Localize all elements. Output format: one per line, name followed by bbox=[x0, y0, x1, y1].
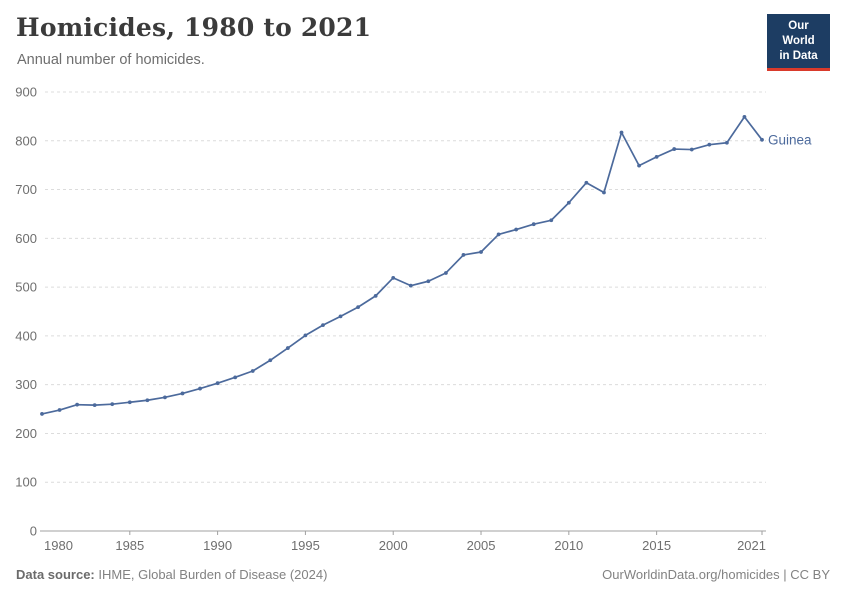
y-tick-label: 800 bbox=[15, 133, 37, 148]
data-point-marker[interactable] bbox=[75, 402, 80, 407]
y-tick-label: 300 bbox=[15, 377, 37, 392]
y-tick-label: 400 bbox=[15, 328, 37, 343]
data-point-marker[interactable] bbox=[285, 346, 290, 350]
data-point-marker[interactable] bbox=[145, 398, 150, 403]
y-tick-label: 0 bbox=[30, 524, 37, 539]
y-tick-label: 200 bbox=[15, 426, 37, 441]
data-point-marker[interactable] bbox=[514, 227, 519, 232]
data-point-marker[interactable] bbox=[566, 200, 571, 205]
data-point-marker[interactable] bbox=[408, 283, 413, 288]
data-point-marker[interactable] bbox=[127, 400, 132, 405]
data-point-marker[interactable] bbox=[321, 323, 325, 328]
x-tick-label: 1980 bbox=[44, 538, 73, 553]
data-point-marker[interactable] bbox=[637, 163, 641, 168]
y-tick-label: 500 bbox=[15, 280, 37, 295]
chart-title: Homicides, 1980 to 2021 bbox=[16, 13, 372, 42]
data-point-marker[interactable] bbox=[689, 147, 694, 152]
owid-logo-line2: in Data bbox=[779, 49, 818, 62]
data-point-marker[interactable] bbox=[496, 232, 501, 237]
owid-logo-line1: Our World bbox=[782, 20, 815, 47]
x-tick-label: 2015 bbox=[642, 538, 671, 553]
data-point-marker[interactable] bbox=[444, 271, 448, 275]
x-tick-label: 2021 bbox=[737, 538, 766, 553]
y-tick-label: 900 bbox=[15, 85, 37, 100]
data-point-marker[interactable] bbox=[57, 408, 62, 412]
data-point-marker[interactable] bbox=[742, 114, 747, 119]
data-point-marker[interactable] bbox=[602, 190, 606, 195]
data-point-marker[interactable] bbox=[373, 293, 378, 298]
data-point-marker[interactable] bbox=[268, 358, 273, 363]
data-source-text: IHME, Global Burden of Disease (2024) bbox=[94, 567, 328, 582]
y-tick-label: 700 bbox=[15, 182, 37, 197]
data-source: Data source: IHME, Global Burden of Dise… bbox=[16, 567, 327, 582]
x-tick-label: 2005 bbox=[467, 538, 496, 553]
x-tick-label: 2000 bbox=[379, 538, 408, 553]
data-point-marker[interactable] bbox=[619, 130, 624, 135]
chart-footer: Data source: IHME, Global Burden of Dise… bbox=[16, 567, 830, 582]
license-credit-link[interactable]: OurWorldinData.org/homicides | CC BY bbox=[602, 567, 830, 582]
data-point-marker[interactable] bbox=[391, 275, 396, 280]
data-point-marker[interactable] bbox=[163, 395, 167, 400]
data-point-marker[interactable] bbox=[180, 391, 185, 396]
data-point-marker[interactable] bbox=[303, 333, 308, 338]
data-point-marker[interactable] bbox=[92, 403, 97, 408]
data-point-marker[interactable] bbox=[707, 142, 712, 147]
data-point-marker[interactable] bbox=[40, 412, 44, 416]
data-point-marker[interactable] bbox=[531, 222, 536, 227]
data-point-marker[interactable] bbox=[760, 137, 764, 142]
data-point-marker[interactable] bbox=[724, 140, 729, 145]
x-tick-label: 1990 bbox=[203, 538, 232, 553]
data-point-marker[interactable] bbox=[338, 314, 343, 319]
data-point-marker[interactable] bbox=[356, 305, 360, 310]
x-tick-label: 2010 bbox=[554, 538, 583, 553]
data-point-marker[interactable] bbox=[584, 180, 589, 185]
data-point-marker[interactable] bbox=[198, 386, 202, 391]
data-point-marker[interactable] bbox=[549, 218, 554, 223]
data-point-marker[interactable] bbox=[250, 369, 255, 373]
series-line[interactable] bbox=[41, 116, 763, 415]
data-point-marker[interactable] bbox=[672, 147, 677, 151]
data-point-marker[interactable] bbox=[479, 250, 483, 254]
data-point-marker[interactable] bbox=[215, 381, 220, 386]
y-tick-label: 600 bbox=[15, 231, 37, 246]
data-point-marker[interactable] bbox=[654, 154, 659, 159]
chart-subtitle: Annual number of homicides. bbox=[17, 52, 205, 68]
data-source-label: Data source: bbox=[16, 567, 95, 582]
y-tick-label: 100 bbox=[15, 475, 37, 490]
x-tick-label: 1995 bbox=[291, 538, 320, 553]
x-tick-label: 1985 bbox=[115, 538, 144, 553]
owid-logo[interactable]: Our World in Data bbox=[767, 14, 830, 71]
series-label[interactable]: Guinea bbox=[768, 132, 812, 147]
data-point-marker[interactable] bbox=[110, 402, 115, 407]
data-point-marker[interactable] bbox=[461, 253, 466, 257]
data-point-marker[interactable] bbox=[426, 279, 431, 284]
data-point-marker[interactable] bbox=[233, 375, 238, 380]
